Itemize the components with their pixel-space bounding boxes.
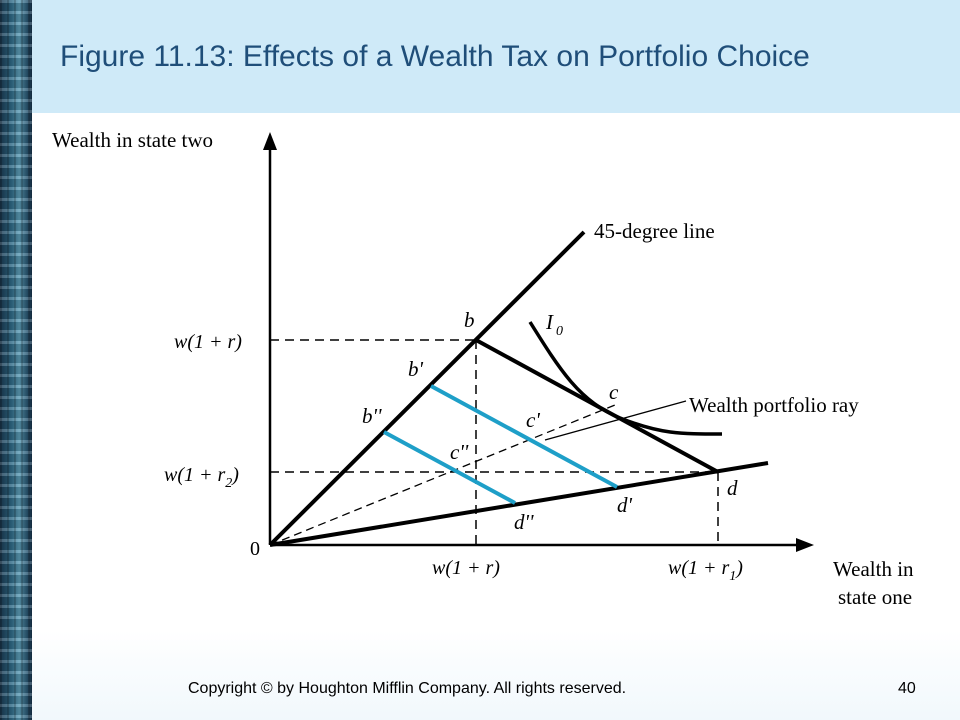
forty-five-degree-line — [268, 230, 586, 547]
lower-boundary-line — [269, 461, 769, 547]
wealth-portfolio-ray — [269, 404, 616, 546]
x-axis-arrow — [796, 538, 814, 552]
x-tick-wr: w(1 + r) — [432, 557, 500, 579]
footer-copyright: Copyright © by Houghton Mifflin Company.… — [188, 680, 627, 697]
wealth-portfolio-ray-label: Wealth portfolio ray — [689, 393, 859, 417]
y-axis-arrow — [263, 132, 277, 150]
point-b: b — [464, 308, 475, 332]
budget-line-after-tax-1 — [430, 384, 618, 489]
point-d: d — [727, 476, 738, 500]
point-c: c — [609, 380, 619, 404]
ray-label-leader — [544, 400, 687, 441]
point-d-double-prime: d'' — [514, 510, 534, 534]
point-b-prime: b' — [408, 357, 424, 381]
decorative-side-strip — [0, 0, 32, 720]
y-axis-label: Wealth in state two — [52, 128, 213, 152]
title-bar — [32, 0, 960, 113]
forty-five-degree-label: 45-degree line — [594, 219, 715, 243]
point-b-double-prime: b'' — [362, 404, 382, 428]
x-tick-wr1: w(1 + r1) — [668, 557, 743, 584]
content-area — [32, 113, 960, 720]
point-c-prime: c' — [526, 408, 540, 432]
point-c-double-prime: c'' — [450, 440, 469, 464]
x-axis-label-line1: Wealth in — [833, 557, 914, 581]
y-tick-wr: w(1 + r) — [174, 331, 242, 353]
footer-band — [32, 630, 960, 720]
footer-page-number: 40 — [898, 680, 916, 697]
slide-title: Figure 11.13: Effects of a Wealth Tax on… — [60, 40, 810, 73]
x-axis-label-line2: state one — [838, 585, 912, 609]
point-d-prime: d' — [617, 493, 633, 517]
origin-label: 0 — [250, 538, 260, 560]
y-tick-wr2: w(1 + r2) — [164, 464, 239, 491]
indifference-curve — [528, 321, 723, 436]
budget-line-after-tax-2 — [383, 430, 516, 505]
